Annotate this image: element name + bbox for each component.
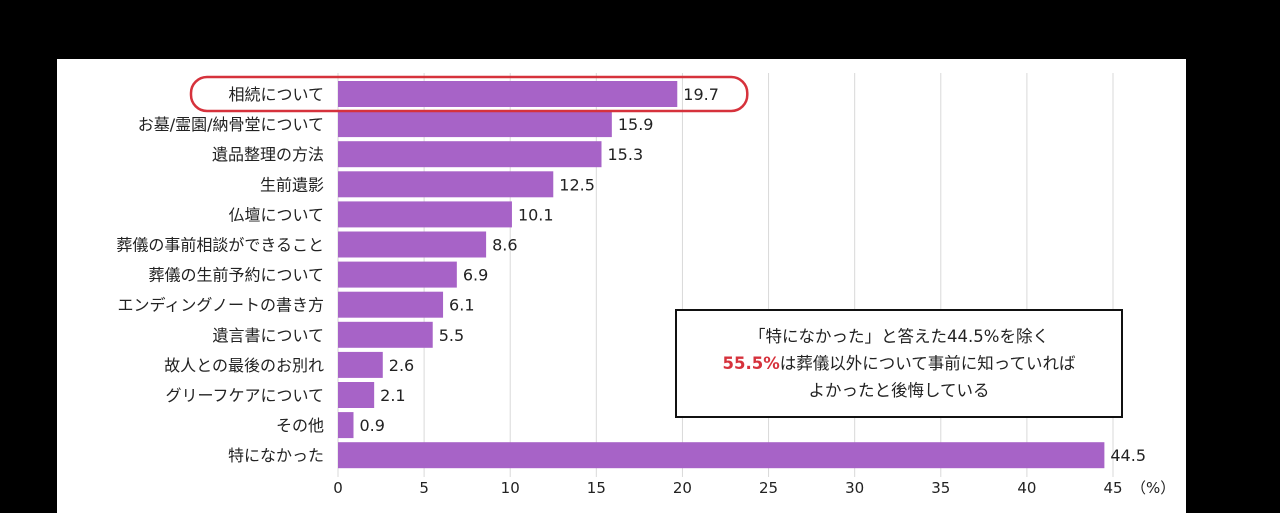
callout-highlight: 55.5% — [722, 354, 780, 373]
bar — [338, 261, 457, 288]
category-label: その他 — [276, 416, 324, 435]
bar — [338, 412, 354, 439]
value-label: 15.3 — [608, 145, 644, 164]
category-label: 仏壇について — [228, 205, 324, 224]
value-label: 19.7 — [683, 85, 719, 104]
value-label: 6.9 — [463, 266, 488, 285]
value-label: 44.5 — [1110, 446, 1146, 465]
callout-line-3: よかったと後悔している — [808, 381, 990, 400]
category-label: 生前遺影 — [260, 175, 324, 194]
value-label: 6.1 — [449, 296, 474, 315]
category-label: 故人との最後のお別れ — [164, 356, 324, 375]
value-label: 2.1 — [380, 386, 405, 405]
value-label: 12.5 — [559, 175, 595, 194]
x-tick-label: 30 — [845, 479, 864, 497]
x-tick-label: 45 — [1103, 479, 1122, 497]
category-label: 葬儀の事前相談ができること — [116, 236, 324, 255]
bar — [338, 171, 554, 198]
x-tick-label: 0 — [333, 479, 343, 497]
x-tick-label: 25 — [759, 479, 778, 497]
x-tick-label: 10 — [501, 479, 520, 497]
bar — [338, 351, 383, 378]
category-label: 葬儀の生前予約について — [148, 266, 324, 285]
x-tick-label: 5 — [419, 479, 429, 497]
bar — [338, 201, 512, 228]
bar — [338, 111, 612, 138]
bar — [338, 321, 433, 348]
value-label: 8.6 — [492, 236, 517, 255]
bar — [338, 81, 678, 107]
category-label: 特になかった — [228, 446, 324, 465]
bar — [338, 141, 602, 168]
value-label: 15.9 — [618, 115, 654, 134]
value-label: 5.5 — [439, 326, 464, 345]
value-label: 10.1 — [518, 205, 554, 224]
bar — [338, 291, 444, 318]
category-label: お墓/霊園/納骨堂について — [138, 115, 324, 134]
category-label: 相続について — [228, 85, 324, 104]
category-label: グリーフケアについて — [165, 386, 324, 405]
bar-chart: 0 5 10 15 20 25 30 35 40 45 （%） 相続について 19.7 お墓/霊園/納骨堂… — [116, 73, 1175, 497]
bar — [338, 231, 487, 258]
bar — [338, 382, 375, 408]
x-tick-label: 15 — [587, 479, 606, 497]
x-unit-label: （%） — [1131, 479, 1175, 497]
chart-panel: 0 5 10 15 20 25 30 35 40 45 （%） 相続について 19.7 お墓/霊園/納骨堂… — [57, 59, 1186, 513]
callout-line-2-rest: は葬儀以外について事前に知っていれば — [779, 354, 1076, 373]
x-tick-label: 35 — [931, 479, 950, 497]
callout-box: 「特になかった」と答えた44.5%を除く 55.5%は葬儀以外について事前に知っ… — [675, 309, 1123, 418]
category-label: 遺品整理の方法 — [212, 145, 324, 164]
value-label: 0.9 — [360, 416, 385, 435]
category-label: 遺言書について — [212, 326, 324, 345]
x-tick-label: 40 — [1017, 479, 1036, 497]
highlight-outline — [189, 75, 749, 113]
callout-line-1: 「特になかった」と答えた44.5%を除く — [749, 327, 1049, 346]
callout-line-2: 55.5%は葬儀以外について事前に知っていれば — [723, 350, 1076, 377]
value-label: 2.6 — [389, 356, 414, 375]
category-label: エンディングノートの書き方 — [117, 296, 324, 315]
x-tick-label: 20 — [673, 479, 692, 497]
bar — [338, 442, 1105, 469]
